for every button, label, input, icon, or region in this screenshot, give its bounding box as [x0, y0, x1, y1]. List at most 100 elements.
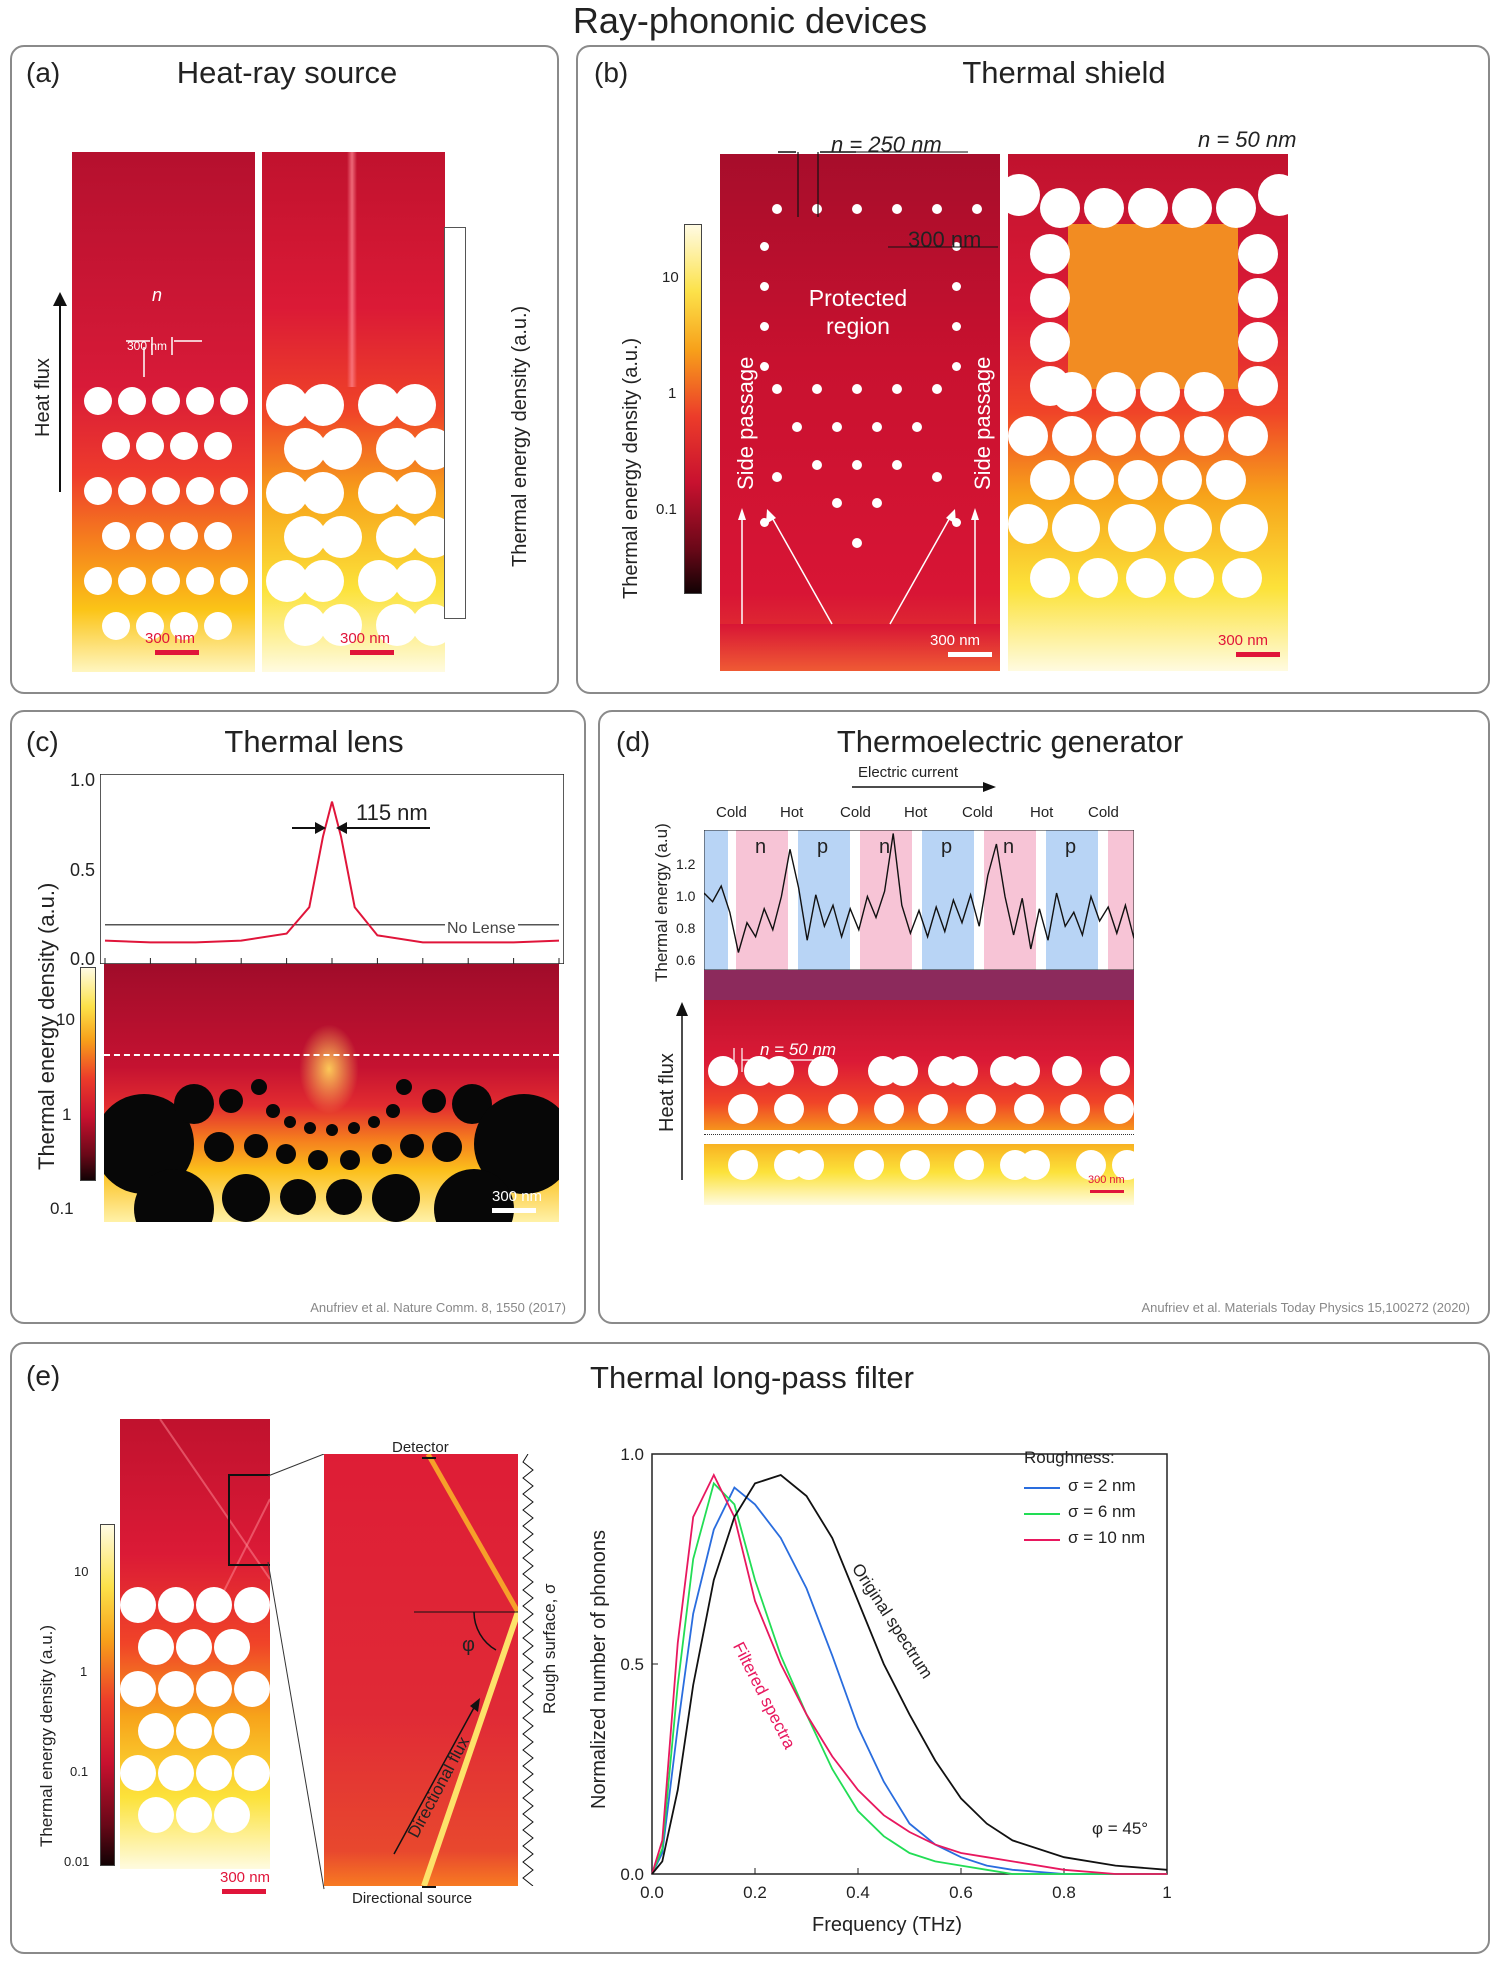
scalebar-a-right-label: 300 nm [340, 630, 391, 647]
panel-d-ylabel: Thermal energy (a.u) [652, 823, 671, 982]
panel-a-title: Heat-ray source [176, 55, 398, 90]
n250-dimension [778, 151, 968, 217]
x-tick-label: 0.2 [743, 1883, 767, 1902]
overlay-strip [704, 970, 1134, 1000]
side-passage-left: Side passage [733, 356, 758, 490]
scalebar-c-label: 300 nm [492, 1188, 543, 1205]
panel-d-label: (d) [616, 726, 651, 757]
panel-b: (b) Thermal shield 10 1 0.1 Thermal ener… [576, 45, 1490, 694]
y-tick-label: 0.0 [620, 1865, 644, 1884]
thermal-energy-line [704, 833, 1134, 953]
panel-d-ytick: 0.8 [676, 920, 696, 936]
colorbar-b [684, 224, 702, 594]
n-label: n [152, 285, 163, 305]
scalebar-a-right [350, 650, 394, 655]
sim-image-filter [120, 1419, 270, 1869]
panel-d-title: Thermoelectric generator [836, 724, 1184, 759]
y-tick-label: 0.5 [620, 1655, 644, 1674]
type-label: n [879, 836, 891, 858]
zoom-lines [267, 1454, 325, 1890]
thermal-energy-chart [704, 830, 1134, 970]
panel-d-ytick: 1.0 [676, 888, 696, 904]
zone-label: Hot [904, 804, 928, 821]
scalebar-e-label: 300 nm [220, 1869, 271, 1886]
panel-c-ytick: 0.0 [70, 949, 96, 969]
panel-c: (c) Thermal lens 1.0 Thermal energy dens… [10, 710, 586, 1324]
panel-d-citation: Anufriev et al. Materials Today Physics … [1141, 1300, 1470, 1315]
zone-label: Hot [1030, 804, 1054, 821]
scalebar-d [1090, 1190, 1124, 1193]
colorbar-e-tick: 0.01 [64, 1854, 90, 1869]
x-tick-label: 1 [1162, 1883, 1171, 1902]
colorbar-e-label: Thermal energy density (a.u.) [37, 1624, 56, 1847]
panel-c-ytick: 0.5 [70, 860, 96, 880]
panel-c-ytick: 1.0 [70, 770, 96, 790]
type-label: n [1003, 836, 1015, 858]
n-dimension-marker [126, 337, 202, 377]
no-lense-label: No Lense [445, 920, 518, 938]
legend-title: Roughness: [1024, 1448, 1115, 1467]
thermoelectric-bands [704, 830, 1134, 970]
legend-swatch [1024, 1539, 1060, 1541]
colorbar-b-tick: 10 [662, 269, 679, 286]
scalebar-b-left [948, 652, 992, 657]
rough-surface-label: Rough surface, σ [540, 1583, 559, 1714]
colorbar-e-tick: 0.1 [70, 1764, 89, 1779]
sim-image-thermoelectric [704, 1000, 1134, 1205]
panel-a: (a) Heat-ray source Heat flux [10, 45, 559, 694]
scalebar-a-left-label: 300 nm [145, 630, 196, 647]
scalebar-b-left-label: 300 nm [930, 632, 981, 649]
side-passage-right: Side passage [970, 356, 995, 490]
heat-flux-label: Heat flux [32, 358, 54, 437]
heat-flux-arrow [53, 292, 67, 492]
sim-image-shield-n50 [1008, 154, 1288, 671]
panel-c-title: Thermal lens [224, 724, 404, 759]
plot-frame [704, 830, 1134, 970]
scalebar-b-right [1236, 652, 1280, 657]
type-label: n [755, 836, 767, 858]
heat-flux-label-d: Heat flux [656, 1053, 678, 1132]
colorbar-c-tick: 10 [56, 1010, 75, 1029]
n50-label-b: n = 50 nm [1198, 127, 1297, 152]
type-label: p [817, 836, 829, 858]
electric-current-arrow [852, 782, 996, 792]
protected-region-label-1: Protected [808, 285, 908, 311]
colorbar-a-frame [444, 227, 466, 619]
fwhm-arrowhead-right [336, 822, 347, 834]
detector-mark [422, 1457, 436, 1459]
x-tick-label: 0.4 [846, 1883, 870, 1902]
source-mark [422, 1886, 436, 1888]
colorbar-e-tick: 10 [74, 1564, 89, 1579]
protected-region-label-2: region [826, 313, 890, 339]
legend-swatch [1024, 1513, 1060, 1515]
colorbar-e [100, 1524, 115, 1866]
sim-image-n-large [72, 152, 255, 672]
spectrum-line [651, 1472, 1167, 1875]
zone-label: Hot [780, 804, 804, 821]
spectrum-ylabel: Normalized number of phonons [588, 1529, 610, 1809]
spectrum-xlabel: Frequency (THz) [812, 1914, 963, 1936]
panel-d-ytick: 1.2 [676, 856, 696, 872]
directional-source-label: Directional source [352, 1890, 473, 1907]
type-label: p [941, 836, 953, 858]
legend-swatch [1024, 1487, 1060, 1489]
legend-entry: σ = 6 nm [1068, 1502, 1136, 1521]
scalebar-e [222, 1889, 266, 1894]
pitch-300-label: 300 nm [127, 339, 168, 353]
panel-c-citation: Anufriev et al. Nature Comm. 8, 1550 (20… [310, 1300, 566, 1315]
scalebar-c [492, 1208, 536, 1213]
detector-label: Detector [392, 1439, 449, 1456]
rough-surface-icon [522, 1454, 534, 1886]
y-tick-label: 1.0 [620, 1445, 644, 1464]
pitch-300-b-label: 300 nm [908, 227, 982, 252]
colorbar-c-tick: 1 [62, 1105, 72, 1124]
panel-e-label: (e) [26, 1360, 61, 1391]
spectrum-line [651, 1473, 1168, 1875]
n50-label-d: n = 50 nm [760, 1040, 837, 1059]
colorbar-b-tick: 1 [668, 385, 677, 402]
colorbar-a-label: Thermal energy density (a.u.) [509, 305, 531, 567]
plot-frame [651, 1453, 1168, 1875]
x-tick-label: 0.8 [1052, 1883, 1076, 1902]
x-tick-label: 0.6 [949, 1883, 973, 1902]
scalebar-a-left [155, 650, 199, 655]
